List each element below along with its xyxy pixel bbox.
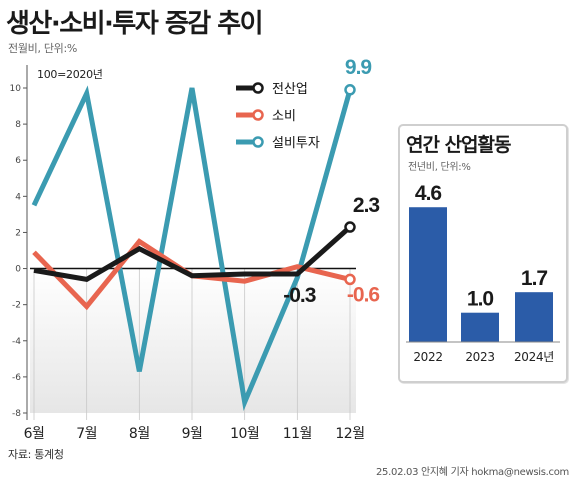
y-tick-label: 0 [15,265,21,275]
series-end-marker-3 [344,84,356,96]
source-note: 자료: 통계청 [8,448,64,461]
legend-label: 설비투자 [272,136,320,151]
bar [461,312,499,342]
x-tick-label: 8월 [129,426,150,442]
y-tick-label: 6 [15,156,21,166]
y-tick-label: 10 [10,84,22,94]
legend-marker [252,136,264,148]
data-label: -0.3 [283,284,316,307]
annual-subtitle: 전년비, 단위:% [408,162,471,173]
bar [515,292,553,342]
bar-chart: 4.6 2022 1.0 2023 1.7 2024년 [406,182,560,364]
bar-value-label: 1.7 [521,267,548,290]
series-end-marker-2 [344,273,356,286]
y-tick-label: -6 [12,373,21,383]
x-tick-label: 6월 [24,426,45,442]
bar-category-label: 2022 [413,350,442,364]
series-end-marker-1 [344,221,356,233]
y-tick-label: 4 [15,192,21,202]
legend-label: 소비 [272,109,296,124]
x-tick-label: 12월 [335,426,364,442]
data-label: 9.9 [345,56,372,79]
bar [409,207,447,342]
legend-marker [252,82,264,94]
data-label: -0.6 [347,283,380,306]
bar-value-label: 1.0 [467,288,494,311]
data-label: 2.3 [353,194,380,217]
bar-category-label: 2023 [465,350,494,364]
series-line-3 [31,85,353,412]
annual-title: 연간 산업활동 [406,134,511,156]
negative-zone-shade [30,268,356,413]
x-tick-label: 7월 [76,426,97,442]
legend-marker [252,109,264,121]
bar-category-label: 2024년 [514,350,554,364]
bar-value-label: 4.6 [415,182,442,205]
y-tick-label: -2 [12,301,21,311]
page-title: 생산·소비·투자 증감 추이 [6,9,264,39]
x-tick-label: 11월 [283,426,312,442]
credit-line: 25.02.03 안지혜 기자 hokma@newsis.com [376,467,569,478]
base-year-note: 100=2020년 [37,68,103,81]
y-tick-label: 2 [15,228,21,238]
page-subtitle: 전월비, 단위:% [8,42,78,55]
series-line-1 [33,225,352,283]
y-tick-label: 8 [15,120,21,130]
x-tick-label: 9월 [182,426,203,442]
y-tick-label: -8 [12,409,21,419]
legend-label: 전산업 [272,82,308,97]
y-tick-label: -4 [12,337,21,347]
x-tick-label: 10월 [230,426,259,442]
annual-panel: 4.6 2022 1.0 2023 1.7 2024년 연간 산업활동 전년비, 단위:% [398,124,568,383]
